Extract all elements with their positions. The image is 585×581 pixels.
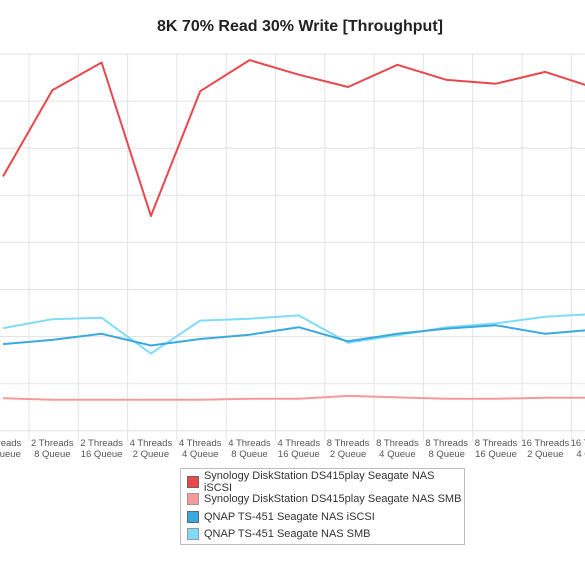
- series-lines: [2, 59, 585, 401]
- x-tick-label: 2 Threads 16 Queue: [80, 438, 123, 460]
- legend-swatch-qnap-iscsi: [187, 510, 199, 523]
- chart-title: 8K 70% Read 30% Write [Throughput]: [157, 18, 443, 35]
- series-line-3: [2, 313, 585, 355]
- series-line-1: [2, 394, 585, 401]
- legend-item[interactable]: QNAP TS-451 Seagate NAS SMB: [187, 526, 464, 544]
- x-tick-label: 16 Threads 2 Queue: [521, 438, 569, 460]
- x-tick-label: 8 Threads 8 Queue: [425, 438, 468, 460]
- chart-legend: Synology DiskStation DS415play Seagate N…: [180, 468, 465, 545]
- x-tick-label: 4 Threads 4 Queue: [179, 438, 222, 460]
- legend-label: QNAP TS-451 Seagate NAS SMB: [204, 528, 371, 541]
- legend-label: QNAP TS-451 Seagate NAS iSCSI: [204, 510, 375, 523]
- x-tick-label: 8 Threads 16 Queue: [475, 438, 518, 460]
- legend-swatch-synology-iscsi: [187, 475, 199, 488]
- x-tick-label: 8 Threads 4 Queue: [376, 438, 419, 460]
- x-tick-label: 4 Threads 8 Queue: [228, 438, 271, 460]
- legend-item[interactable]: Synology DiskStation DS415play Seagate N…: [187, 469, 464, 494]
- grid-lines: [0, 53, 585, 441]
- x-tick-label: 8 Threads 2 Queue: [327, 438, 370, 460]
- legend-label: Synology DiskStation DS415play Seagate N…: [204, 493, 462, 506]
- legend-item[interactable]: QNAP TS-451 Seagate NAS iSCSI: [187, 508, 464, 526]
- series-line-0: [2, 59, 585, 217]
- legend-swatch-qnap-smb: [187, 528, 199, 541]
- x-tick-label: 2 Threads 8 Queue: [31, 438, 74, 460]
- legend-label: Synology DiskStation DS415play Seagate N…: [203, 469, 435, 494]
- series-line-2: [2, 324, 585, 347]
- legend-item[interactable]: Synology DiskStation DS415play Seagate N…: [187, 491, 464, 509]
- x-tick-label: 4 Threads 2 Queue: [130, 438, 173, 460]
- legend-swatch-synology-smb: [187, 493, 199, 506]
- x-tick-label: 4 Threads 16 Queue: [277, 438, 320, 460]
